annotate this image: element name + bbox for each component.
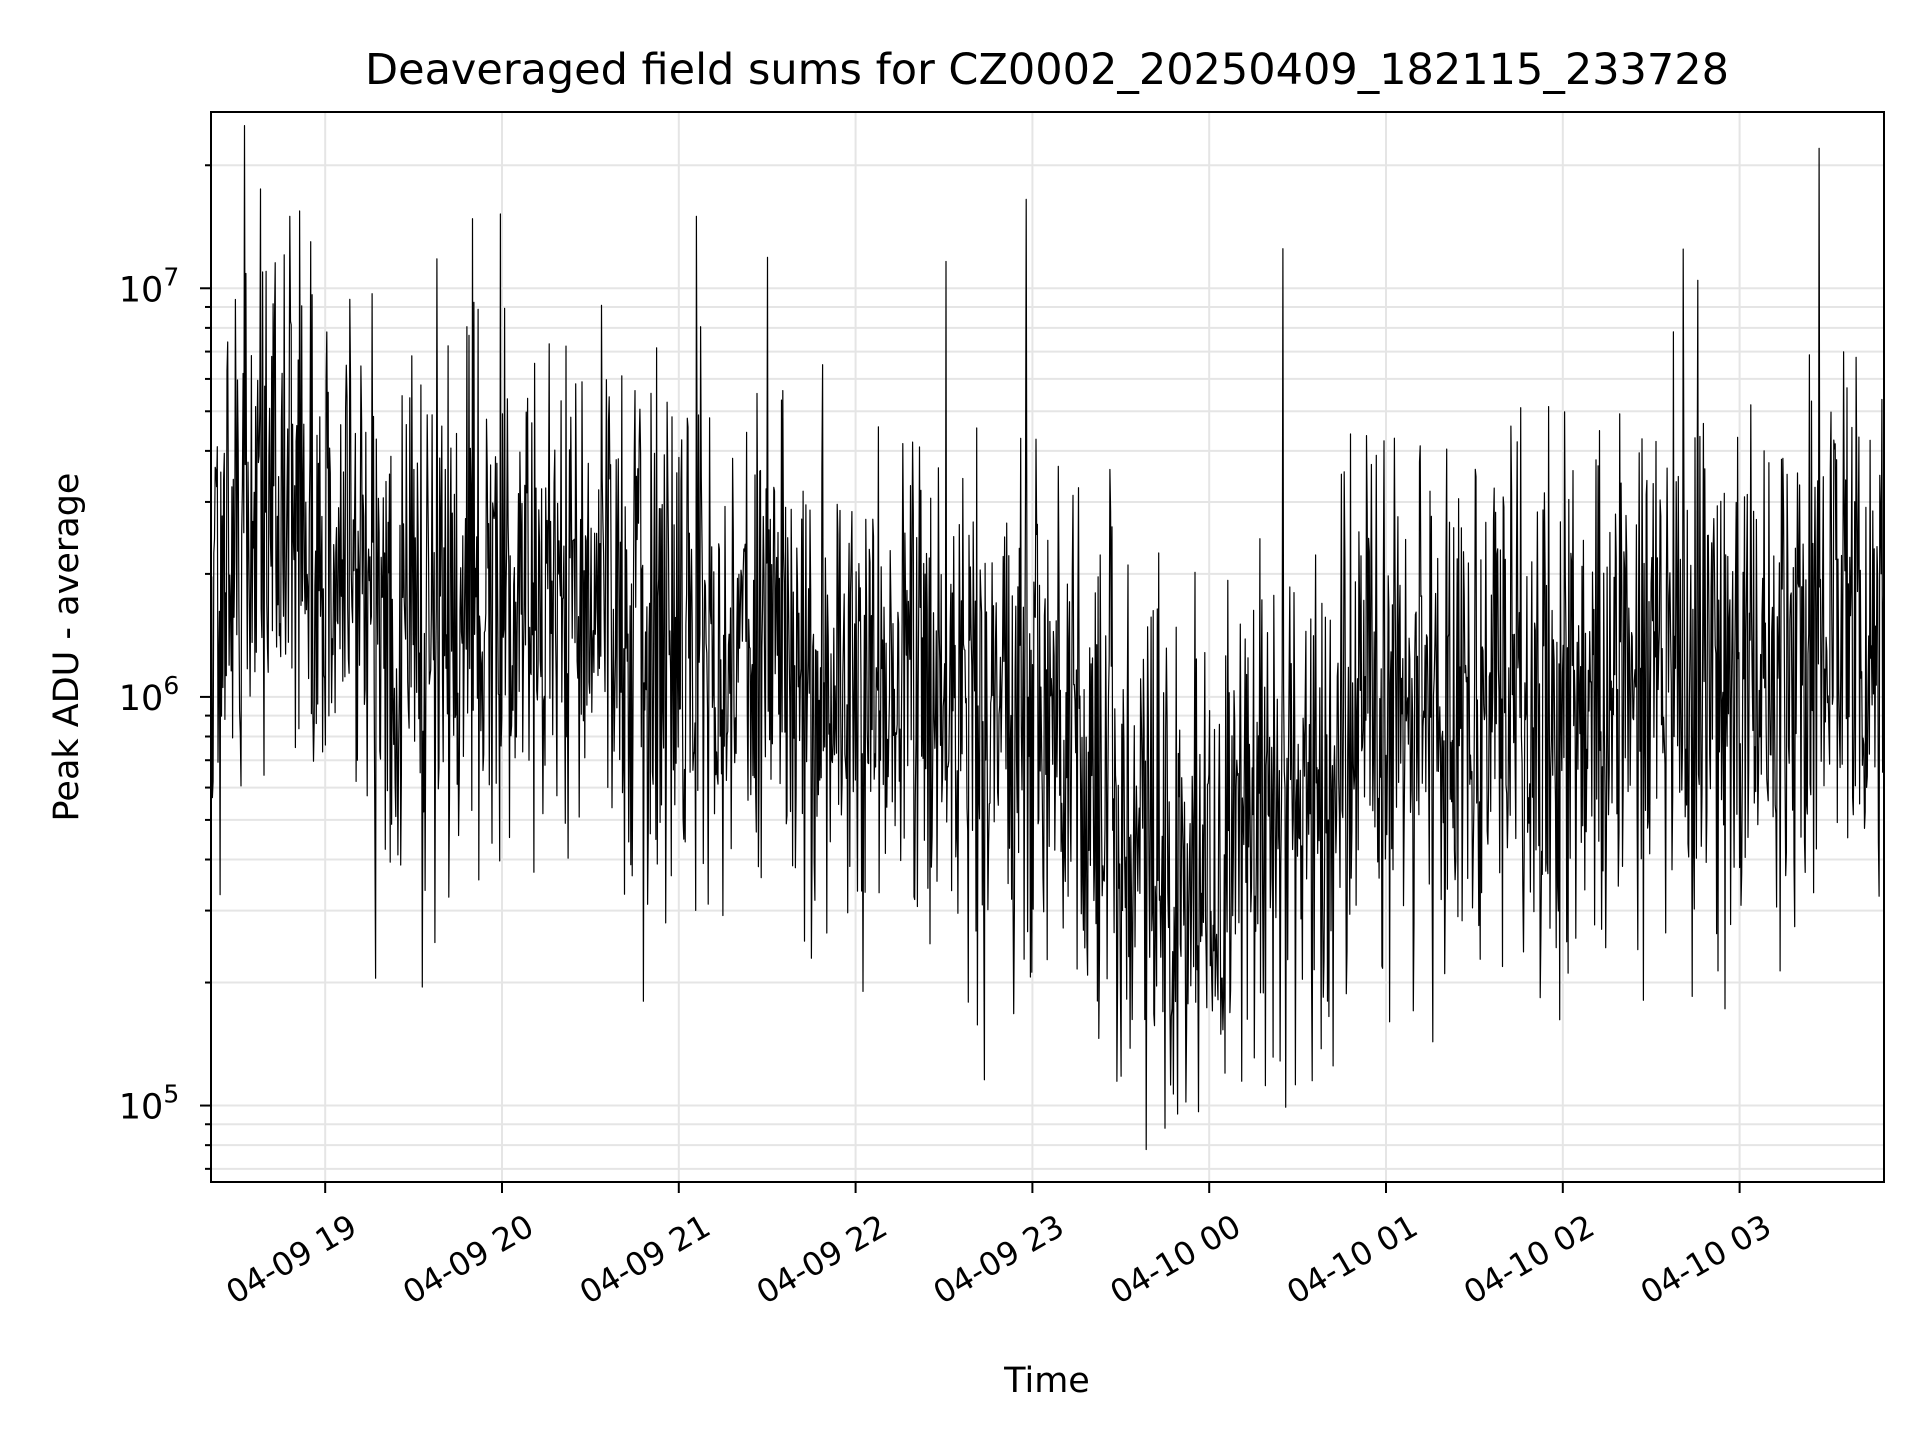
x-axis-label: Time	[1003, 1361, 1090, 1401]
plot-frame	[210, 111, 1885, 1183]
y-tick-base: 10	[119, 679, 164, 719]
y-tick-exponent: 5	[163, 1080, 179, 1109]
y-tick-exponent: 7	[163, 262, 179, 291]
y-tick-base: 10	[119, 1088, 164, 1128]
y-tick-base: 10	[119, 270, 164, 310]
chart-title: Deaveraged field sums for CZ0002_2025040…	[365, 45, 1729, 95]
y-tick-label: 107	[119, 262, 179, 310]
plot-area	[210, 125, 1885, 1151]
y-tick-label: 105	[119, 1080, 179, 1128]
y-tick-exponent: 6	[163, 671, 179, 700]
series-line	[210, 125, 1885, 1151]
y-tick-label: 106	[119, 671, 179, 719]
y-axis-label: Peak ADU - average	[47, 473, 87, 822]
